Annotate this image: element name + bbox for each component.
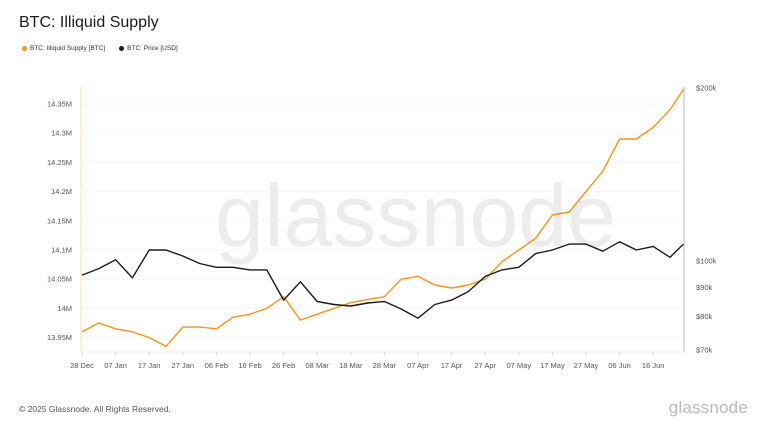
right-axis-tick: $90k — [696, 283, 713, 292]
x-axis-tick: 07 May — [506, 361, 531, 370]
chart-title: BTC: Illiquid Supply — [19, 14, 159, 31]
right-axis-tick: $70k — [696, 346, 713, 355]
x-axis-labels: 28 Dec 07 Jan 17 Jan 27 Jan 06 Feb 16 Feb 26 F… — [70, 352, 664, 370]
x-axis-tick: 27 Jan — [172, 361, 195, 370]
x-axis-tick: 17 Jan — [138, 361, 161, 370]
x-axis-tick: 16 Jun — [642, 361, 665, 370]
left-axis-tick: 14.1M — [51, 246, 72, 255]
left-axis-tick: 14.15M — [47, 216, 72, 225]
x-axis-tick: 08 Mar — [306, 361, 330, 370]
legend: BTC: Illiquid Supply [BTC] BTC: Price [U… — [22, 45, 178, 52]
x-axis-tick: 28 Dec — [70, 361, 94, 370]
x-axis-tick: 28 Mar — [373, 361, 397, 370]
copyright: © 2025 Glassnode. All Rights Reserved. — [19, 404, 171, 414]
x-axis-tick: 07 Jan — [104, 361, 127, 370]
x-axis-tick: 16 Feb — [238, 361, 261, 370]
left-axis-tick: 13.95M — [47, 333, 72, 342]
gridlines — [82, 103, 684, 339]
left-axis-tick: 14.25M — [47, 158, 72, 167]
left-axis-tick: 14M — [57, 304, 72, 313]
legend-item-illiquid-supply[interactable]: BTC: Illiquid Supply [BTC] — [22, 45, 105, 52]
x-axis-tick: 06 Jun — [608, 361, 631, 370]
x-axis-tick: 07 Apr — [407, 361, 429, 370]
legend-label: BTC: Illiquid Supply [BTC] — [30, 45, 106, 52]
right-axis-labels: $70k $80k $90k $100k $200k — [696, 84, 717, 355]
x-axis-tick: 27 May — [574, 361, 599, 370]
left-axis-labels: 13.95M 14M 14.05M 14.1M 14.15M 14.2M 14.25M 14.… — [47, 100, 72, 343]
right-axis-tick: $80k — [696, 312, 713, 321]
left-axis-tick: 14.3M — [51, 129, 72, 138]
legend-item-price[interactable]: BTC: Price [USD] — [119, 45, 178, 52]
glassnode-logo: glassnode — [668, 398, 748, 417]
right-axis-tick: $100k — [696, 256, 717, 265]
right-axis-tick: $200k — [696, 84, 717, 93]
x-axis-tick: 26 Feb — [272, 361, 295, 370]
illiquid-supply-line[interactable] — [81, 89, 685, 348]
left-axis-tick: 14.35M — [47, 100, 72, 109]
x-axis-tick: 06 Feb — [205, 361, 228, 370]
left-axis-tick: 14.05M — [47, 275, 72, 284]
orange-dot-icon — [22, 46, 27, 51]
left-axis-tick: 14.2M — [51, 187, 72, 196]
legend-label: BTC: Price [USD] — [127, 45, 178, 52]
x-axis-tick: 17 Apr — [441, 361, 463, 370]
watermark: glassnode — [215, 166, 616, 265]
x-axis-tick: 17 May — [540, 361, 565, 370]
black-dot-icon — [119, 46, 125, 51]
x-axis-tick: 18 Mar — [339, 361, 363, 370]
x-axis-tick: 27 Apr — [474, 361, 496, 370]
price-line[interactable] — [81, 241, 684, 319]
